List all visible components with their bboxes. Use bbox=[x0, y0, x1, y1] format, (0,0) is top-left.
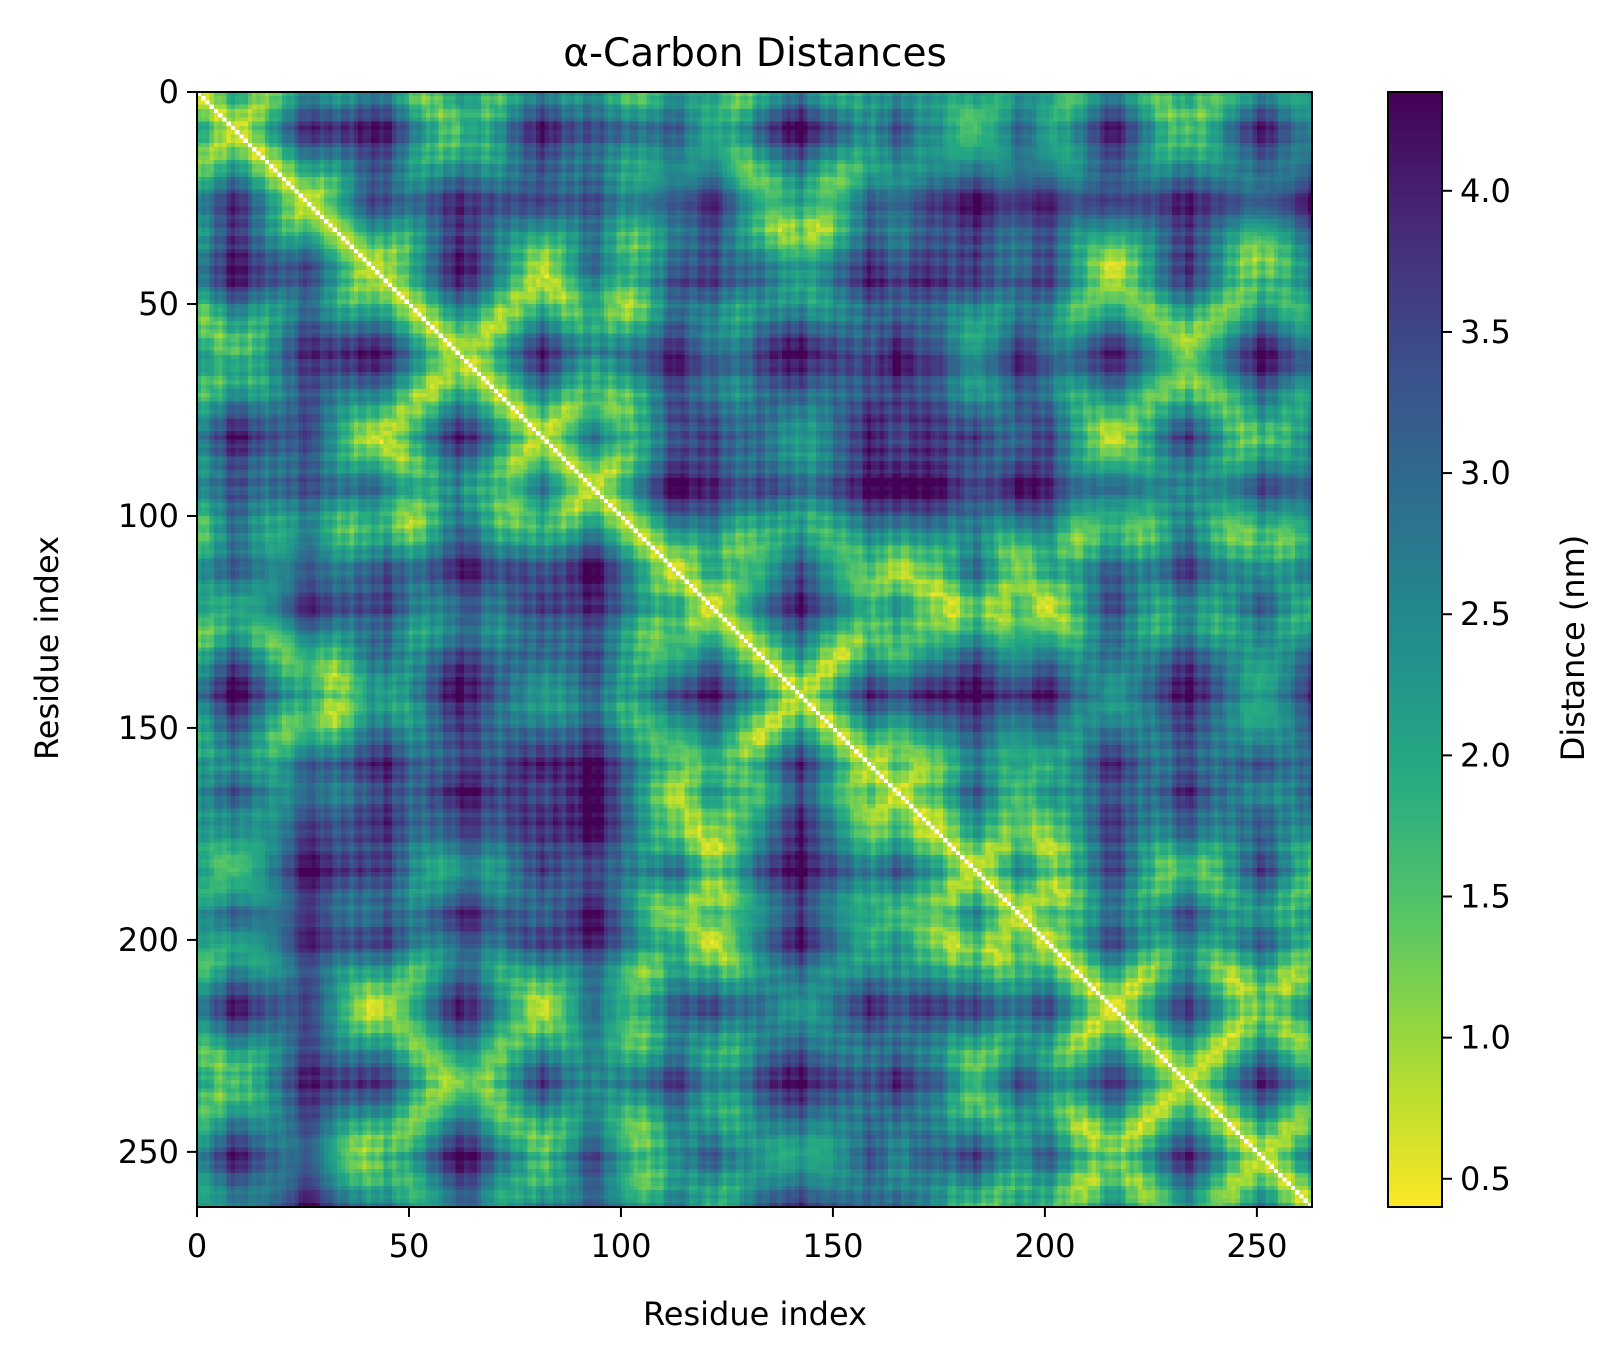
x-tick-label: 200 bbox=[1014, 1227, 1075, 1265]
colorbar-tick-label: 0.5 bbox=[1460, 1160, 1511, 1198]
colorbar-tick-label: 2.0 bbox=[1460, 736, 1511, 774]
colorbar-tick-label: 1.5 bbox=[1460, 877, 1511, 915]
x-tick-label: 0 bbox=[187, 1227, 207, 1265]
x-axis-label: Residue index bbox=[643, 1295, 867, 1333]
colorbar-frame bbox=[1387, 91, 1443, 1208]
x-tick-label: 100 bbox=[590, 1227, 651, 1265]
y-tick-label: 150 bbox=[118, 709, 179, 747]
y-tick-label: 250 bbox=[118, 1133, 179, 1171]
colorbar-tick-label: 4.0 bbox=[1460, 172, 1511, 210]
colorbar-tick-label: 3.0 bbox=[1460, 454, 1511, 492]
colorbar-tick-label: 2.5 bbox=[1460, 595, 1511, 633]
chart-title: α-Carbon Distances bbox=[563, 31, 947, 76]
x-tick-label: 250 bbox=[1226, 1227, 1287, 1265]
distance-heatmap bbox=[197, 92, 1312, 1207]
colorbar-gradient bbox=[1388, 92, 1442, 1207]
y-tick-label: 100 bbox=[118, 497, 179, 535]
heatmap-plot-area bbox=[196, 91, 1313, 1208]
colorbar-tick-label: 1.0 bbox=[1460, 1019, 1511, 1057]
x-axis: 0 50 100 150 200 250 bbox=[187, 1207, 1287, 1265]
colorbar-ticks: 0.5 1.0 1.5 2.0 2.5 3.0 3.5 4.0 bbox=[1442, 172, 1511, 1198]
y-tick-label: 0 bbox=[159, 73, 179, 111]
plot-frame bbox=[196, 91, 1313, 1208]
x-tick-label: 150 bbox=[802, 1227, 863, 1265]
x-tick-label: 50 bbox=[389, 1227, 430, 1265]
colorbar-label: Distance (nm) bbox=[1554, 535, 1592, 762]
y-tick-label: 50 bbox=[138, 285, 179, 323]
y-axis: 0 50 100 150 200 250 bbox=[118, 73, 197, 1171]
y-tick-label: 200 bbox=[118, 921, 179, 959]
y-axis-label: Residue index bbox=[28, 536, 66, 760]
colorbar: 0.5 1.0 1.5 2.0 2.5 3.0 3.5 4.0 Distance (nm) bbox=[1387, 91, 1592, 1208]
colorbar-tick-label: 3.5 bbox=[1460, 313, 1511, 351]
